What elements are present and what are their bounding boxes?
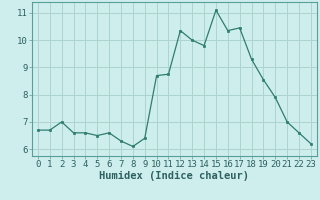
X-axis label: Humidex (Indice chaleur): Humidex (Indice chaleur) xyxy=(100,171,249,181)
